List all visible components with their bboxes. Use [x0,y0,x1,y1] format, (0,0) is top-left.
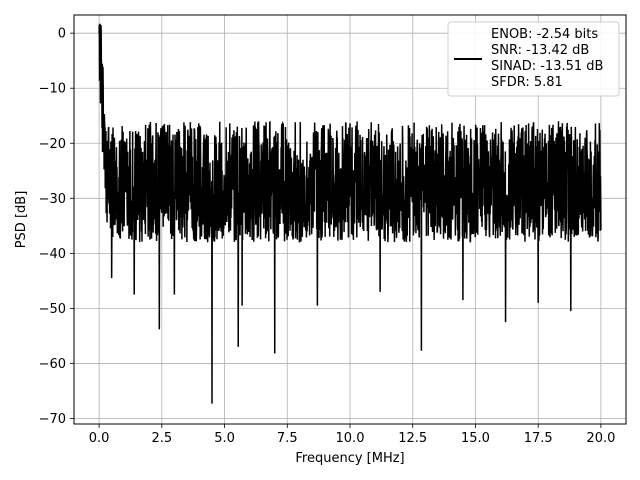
legend-box [447,21,620,97]
x-tick-label: 15.0 [461,431,490,446]
legend-entry-snr: SNR: -13.42 dB [491,43,589,58]
x-axis-label: Frequency [MHz] [295,451,404,466]
x-tick-label: 17.5 [524,431,553,446]
y-tick-label: −30 [39,192,66,207]
y-tick-label: −10 [39,82,66,97]
legend-entry-enob: ENOB: -2.54 bits [491,27,598,42]
x-tick-label: 5.0 [214,431,235,446]
y-tick-label: −60 [39,357,66,372]
y-tick-label: 0 [58,27,66,42]
y-axis-label: PSD [dB] [14,191,29,249]
y-tick-label: −70 [39,412,66,427]
x-tick-label: 10.0 [336,431,365,446]
psd-series-line [98,23,602,404]
x-tick-label: 12.5 [398,431,427,446]
y-tick-label: −40 [39,247,66,262]
ticks: 0.0 2.5 5.0 7.5 10.0 12.5 15.0 17.5 20.0 0 −10 −20 −… [39,27,616,446]
x-tick-label: 2.5 [151,431,172,446]
y-tick-label: −20 [39,137,66,152]
x-tick-label: 0.0 [89,431,110,446]
legend-entry-sinad: SINAD: -13.51 dB [491,59,603,74]
x-tick-label: 20.0 [586,431,615,446]
legend: ENOB: -2.54 bits SNR: -13.42 dB SINAD: -… [447,21,620,97]
y-tick-label: −50 [39,302,66,317]
data-area [98,23,602,404]
x-tick-label: 7.5 [277,431,298,446]
legend-entry-sfdr: SFDR: 5.81 [491,75,563,90]
